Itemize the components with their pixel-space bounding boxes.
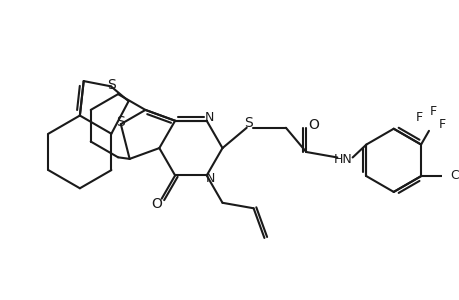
Text: F: F (429, 105, 437, 118)
Text: S: S (116, 115, 125, 129)
Text: S: S (107, 78, 116, 92)
Text: HN: HN (333, 153, 352, 166)
Text: N: N (205, 172, 215, 185)
Text: Cl: Cl (449, 169, 459, 182)
Text: N: N (204, 111, 214, 124)
Text: F: F (415, 111, 422, 124)
Text: O: O (308, 118, 319, 132)
Text: O: O (151, 197, 162, 212)
Text: S: S (244, 116, 252, 130)
Text: F: F (438, 118, 445, 131)
